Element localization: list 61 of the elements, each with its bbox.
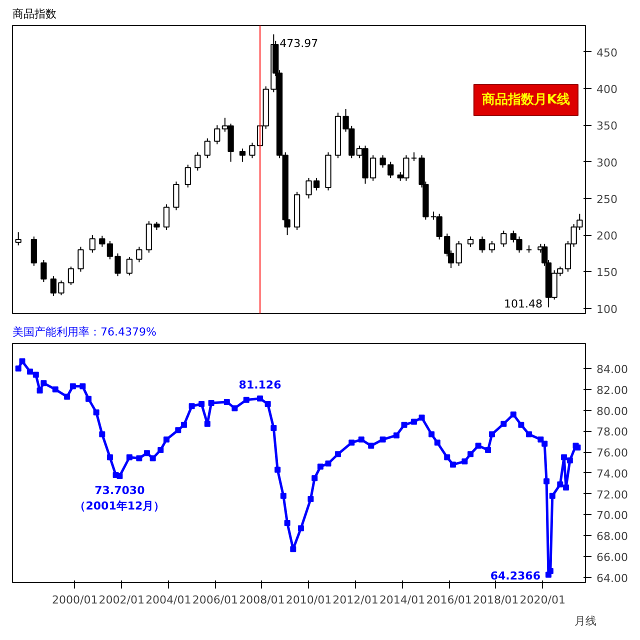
- chart-title: 美国产能利用率：76.4379%: [12, 326, 156, 338]
- candlestick: [479, 236, 486, 254]
- y-tick-label: 150: [596, 266, 618, 280]
- y-tick-label: 74.00: [596, 467, 628, 480]
- candlestick: [89, 234, 96, 254]
- candlestick: [488, 240, 496, 254]
- annotation: 73.7030 （2001年12月）: [74, 484, 165, 513]
- candlestick: [467, 236, 474, 248]
- candlestick: [68, 266, 74, 286]
- candlestick: [500, 230, 507, 248]
- y-tick-label: 64.00: [596, 572, 628, 585]
- annotation: 商品指数月K线: [480, 92, 570, 108]
- candlestick: [204, 138, 210, 159]
- candlestick: [239, 148, 246, 162]
- y-tick-label: 84.00: [596, 363, 628, 376]
- candlestick: [163, 204, 170, 230]
- annotation: 81.126: [238, 378, 282, 392]
- x-tick-label: 2002/01: [98, 594, 144, 606]
- y-tick-label: 70.00: [596, 509, 628, 522]
- y-tick-label: 76.00: [596, 446, 628, 460]
- x-tick-label: 2008/01: [239, 594, 285, 606]
- y-tick-label: 66.00: [596, 550, 628, 564]
- text: 月线: [574, 614, 596, 628]
- candlestick: [99, 235, 106, 248]
- candlestick: [214, 124, 220, 145]
- candlestick: [173, 181, 180, 211]
- y-tick-label: 82.00: [596, 384, 628, 397]
- candlestick: [184, 164, 191, 188]
- annotation: 64.2366: [490, 569, 541, 582]
- y-tick-label: 450: [596, 46, 618, 60]
- x-tick-label: 2010/01: [286, 594, 332, 606]
- x-tick-label: 2020/01: [520, 594, 566, 606]
- x-tick-label: 2016/01: [426, 594, 472, 606]
- y-tick-label: 80.00: [596, 404, 628, 418]
- candlestick: [40, 260, 47, 282]
- candlestick: [194, 152, 201, 172]
- y-tick-label: 72.00: [596, 488, 628, 502]
- candlestick: [136, 246, 142, 263]
- x-tick-label: 2000/01: [52, 594, 98, 606]
- annotation: 473.97: [280, 36, 318, 50]
- x-tick-label: 2006/01: [192, 594, 238, 606]
- chart-title: 商品指数: [12, 8, 56, 20]
- annotation: 101.48: [504, 297, 542, 310]
- x-tick-label: 2014/01: [379, 594, 426, 606]
- y-tick-label: 400: [596, 83, 618, 96]
- x-tick-label: 2004/01: [146, 594, 192, 606]
- x-tick-label: 2012/01: [332, 594, 378, 606]
- candlestick: [78, 246, 84, 272]
- y-tick-label: 300: [596, 156, 618, 170]
- x-tick-label: 2018/01: [473, 594, 519, 606]
- y-tick-label: 350: [596, 120, 618, 133]
- y-tick-label: 100: [596, 302, 618, 316]
- candlestick: [106, 240, 114, 260]
- y-tick-label: 68.00: [596, 530, 628, 544]
- y-tick-label: 200: [596, 230, 618, 243]
- candlestick: [114, 252, 121, 277]
- candlestick: [30, 236, 38, 266]
- y-tick-label: 78.00: [596, 426, 628, 439]
- y-tick-label: 250: [596, 192, 618, 206]
- candlestick: [126, 256, 133, 276]
- candlestick: [15, 232, 22, 246]
